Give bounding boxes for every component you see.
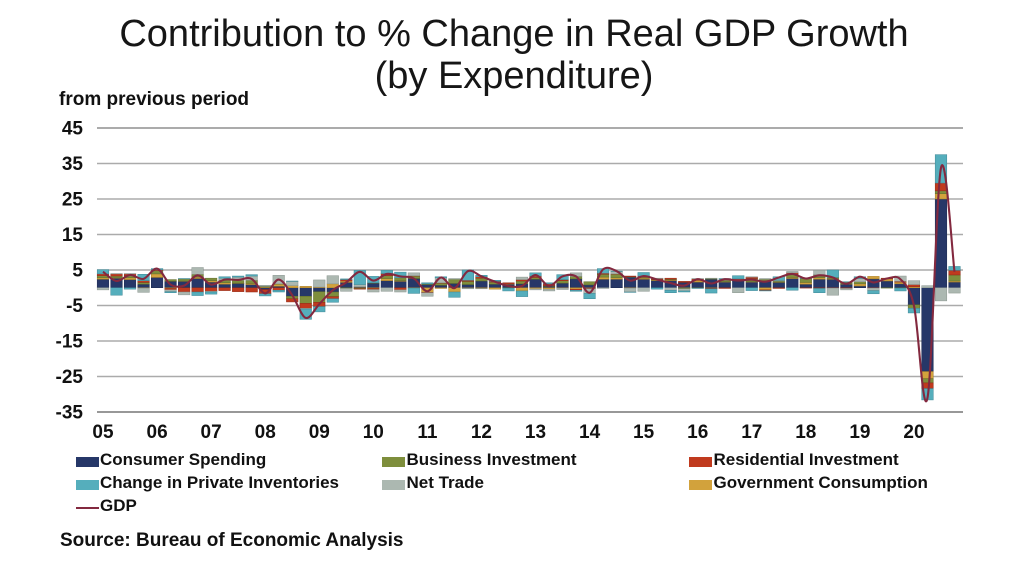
svg-text:20: 20 <box>903 422 924 443</box>
svg-text:15: 15 <box>633 422 655 443</box>
svg-text:19: 19 <box>849 422 870 443</box>
svg-text:09: 09 <box>309 422 330 443</box>
svg-text:16: 16 <box>687 422 708 443</box>
svg-text:11: 11 <box>417 422 438 443</box>
svg-text:13: 13 <box>525 422 546 443</box>
svg-text:-15: -15 <box>56 332 84 353</box>
svg-text:35: 35 <box>62 154 84 175</box>
svg-text:25: 25 <box>62 190 84 211</box>
svg-text:-25: -25 <box>56 367 84 388</box>
svg-text:08: 08 <box>255 422 276 443</box>
svg-text:14: 14 <box>579 422 601 443</box>
svg-text:12: 12 <box>471 422 492 443</box>
svg-text:06: 06 <box>147 422 168 443</box>
svg-text:07: 07 <box>201 422 222 443</box>
svg-text:-35: -35 <box>56 403 84 424</box>
svg-text:17: 17 <box>741 422 762 443</box>
svg-text:18: 18 <box>795 422 816 443</box>
svg-text:15: 15 <box>62 225 84 246</box>
svg-text:-5: -5 <box>66 296 83 317</box>
svg-text:05: 05 <box>92 422 114 443</box>
svg-text:45: 45 <box>62 119 84 140</box>
svg-text:5: 5 <box>72 261 83 282</box>
svg-text:10: 10 <box>363 422 384 443</box>
